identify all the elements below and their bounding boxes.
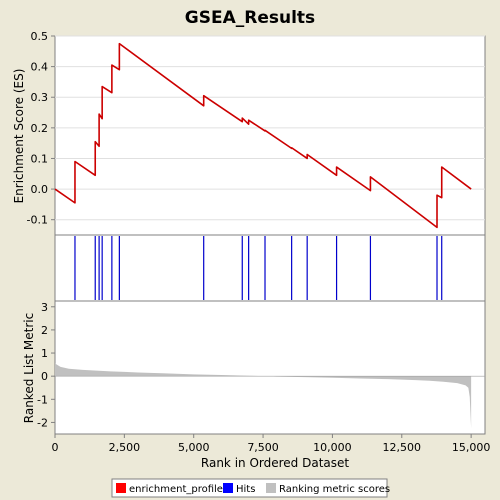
enrichment-plot-area [54, 35, 486, 236]
x-tick-label: 10,000 [313, 441, 352, 454]
x-tick-label: 7,500 [247, 441, 279, 454]
rank-y-tick-label: 0 [41, 370, 48, 383]
legend-swatch-hits [223, 483, 233, 493]
x-tick-label: 5,000 [178, 441, 210, 454]
es-y-tick-label: 0.0 [31, 183, 49, 196]
enrichment-profile-polyline [54, 42, 472, 229]
es-gridlines [55, 35, 485, 221]
es-y-ticks: 0.5 0.4 0.3 0.2 0.1 0.0 -0.1 [27, 30, 55, 227]
x-axis-label: Rank in Ordered Dataset [201, 456, 349, 470]
rank-y-tick-label: 1 [41, 347, 48, 360]
es-y-tick-label: 0.5 [31, 30, 49, 43]
enrichment-profile-line [54, 42, 472, 229]
hits-bars [74, 236, 443, 300]
x-tick-label: 2,500 [109, 441, 141, 454]
rank-y-tick-label: -2 [37, 416, 48, 429]
legend-swatch-ranking-metric [266, 483, 276, 493]
hits-plot-area [54, 234, 486, 302]
x-tick-label: 15,000 [452, 441, 491, 454]
legend-box [111, 478, 388, 498]
legend: enrichment_profile Hits Ranking metric s… [111, 478, 390, 498]
x-tick-label: 0 [52, 441, 59, 454]
rank-y-ticks: 3 2 1 0 -1 -2 [37, 301, 55, 429]
es-y-tick-label: 0.4 [31, 61, 49, 74]
rank-y-tick-label: 3 [41, 301, 48, 314]
es-y-tick-label: 0.2 [31, 122, 49, 135]
chart-title: GSEA_Results [185, 8, 315, 28]
ranked-plot-area [54, 300, 486, 435]
legend-label-ranking-metric: Ranking metric scores [279, 484, 390, 495]
legend-label-enrichment-profile: enrichment_profile [129, 484, 223, 495]
rank-y-tick-label: -1 [37, 393, 48, 406]
rank-y-axis-label: Ranked List Metric [22, 313, 36, 423]
ranking-metric-area [55, 363, 485, 429]
es-y-tick-label: -0.1 [27, 214, 48, 227]
legend-label-hits: Hits [236, 484, 255, 495]
x-tick-label: 12,500 [383, 441, 422, 454]
es-y-tick-label: 0.1 [31, 152, 49, 165]
x-ticks: 0 2,500 5,000 7,500 10,000 12,500 15,000 [52, 434, 491, 454]
legend-swatch-enrichment-profile [116, 483, 126, 493]
es-y-axis-label: Enrichment Score (ES) [12, 69, 26, 204]
es-y-tick-label: 0.3 [31, 91, 49, 104]
rank-y-tick-label: 2 [41, 324, 48, 337]
